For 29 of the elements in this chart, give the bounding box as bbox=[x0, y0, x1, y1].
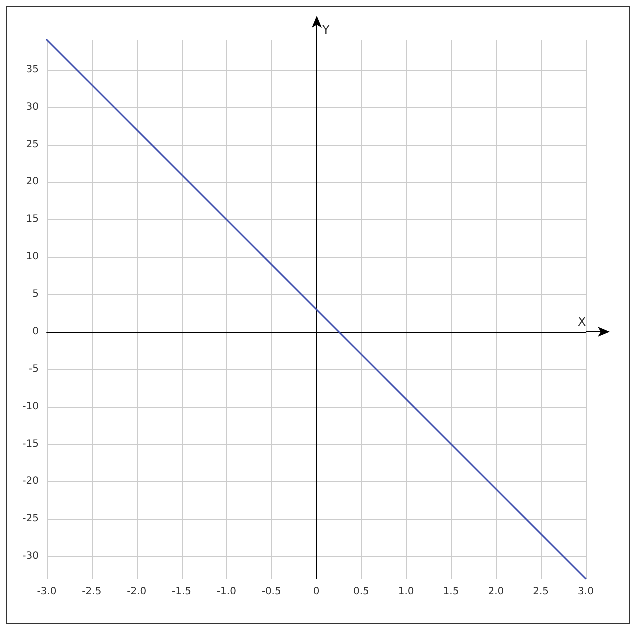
y-tick-label: 25 bbox=[26, 139, 39, 150]
y-tick-label: -10 bbox=[22, 401, 39, 412]
x-tick-label: -2.5 bbox=[82, 586, 102, 598]
y-tick-label: -30 bbox=[22, 551, 39, 562]
y-axis-title: Y bbox=[322, 23, 330, 37]
x-tick-label: 3.0 bbox=[578, 586, 594, 598]
x-tick-label: -1.5 bbox=[172, 586, 192, 598]
y-tick-label: -20 bbox=[22, 476, 39, 488]
x-tick-label: -0.5 bbox=[262, 586, 282, 598]
x-tick-label: -2.0 bbox=[127, 586, 147, 598]
x-tick-label: 2.5 bbox=[533, 586, 550, 598]
y-tick-label: -15 bbox=[22, 438, 39, 450]
y-tick-label: 10 bbox=[26, 252, 39, 263]
y-tick-label: -5 bbox=[29, 364, 39, 375]
x-tick-label: 0.5 bbox=[353, 586, 370, 598]
y-tick-label: 0 bbox=[32, 326, 39, 338]
x-tick-label: 1.0 bbox=[398, 586, 414, 598]
x-axis-title: X bbox=[578, 314, 586, 329]
y-tick-label: 35 bbox=[26, 64, 39, 76]
x-tick-label: -3.0 bbox=[37, 586, 57, 598]
x-tick-label: 0 bbox=[313, 586, 320, 598]
y-tick-label: 5 bbox=[32, 289, 39, 300]
x-tick-label: -1.0 bbox=[216, 586, 236, 598]
x-tick-label: 1.5 bbox=[443, 586, 460, 598]
y-tick-label: 30 bbox=[26, 102, 39, 113]
y-tick-label: 15 bbox=[26, 214, 39, 226]
y-tick-label: 20 bbox=[26, 176, 39, 188]
y-tick-label: -25 bbox=[22, 514, 39, 525]
x-tick-label: 2.0 bbox=[488, 586, 504, 598]
